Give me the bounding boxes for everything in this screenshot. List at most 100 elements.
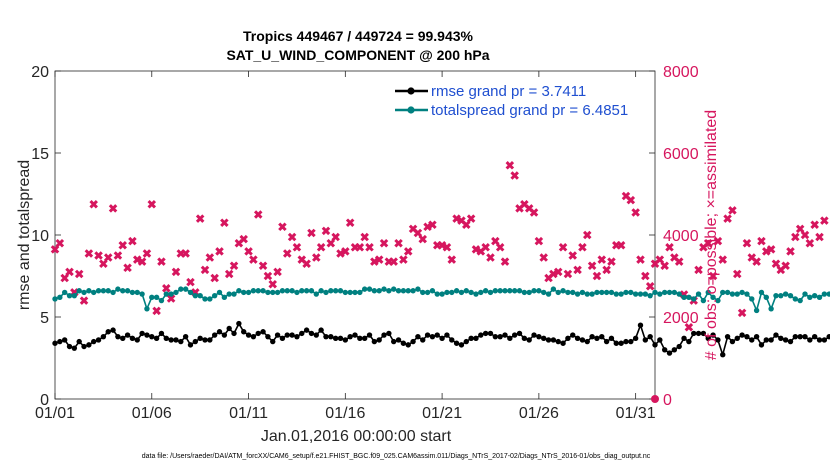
obs-assimilated-point (505, 161, 515, 170)
totalspread-point (637, 291, 644, 297)
rmse-point (236, 320, 242, 327)
totalspread-point (226, 291, 232, 297)
obs-assimilated-point (786, 247, 795, 256)
totalspread-point (376, 288, 382, 294)
rmse-point (129, 335, 136, 342)
obs-assimilated-point (292, 243, 302, 252)
obs-assimilated-point (757, 236, 766, 246)
rmse-point (376, 337, 382, 343)
totalspread-point (458, 289, 465, 296)
obs-assimilated-point (379, 238, 389, 248)
obs-assimilated-point (491, 236, 500, 246)
right-y-tick-label: 6000 (663, 146, 699, 163)
rmse-point (487, 330, 494, 337)
totalspread-point (603, 289, 610, 296)
obs-assimilated-point (50, 245, 60, 254)
obs-assimilated-point (147, 199, 157, 209)
totalspread-point (811, 292, 818, 299)
rmse-point (652, 342, 658, 348)
rmse-point (410, 338, 416, 345)
totalspread-point (245, 289, 252, 296)
totalspread-point (284, 288, 290, 294)
totalspread-point (821, 291, 828, 297)
obs-assimilated-point (597, 255, 607, 264)
rmse-point (773, 332, 779, 338)
totalspread-point (453, 288, 460, 294)
totalspread-point (555, 289, 561, 296)
totalspread-point (797, 297, 803, 304)
obs-assimilated-point (534, 236, 544, 246)
totalspread-point (270, 289, 276, 296)
totalspread-point (671, 289, 678, 296)
rmse-point (744, 333, 750, 340)
rmse-point (565, 335, 571, 342)
totalspread-point (279, 288, 286, 294)
rmse-point (555, 338, 561, 345)
obs-assimilated-point (302, 259, 311, 268)
obs-assimilated-point (795, 224, 805, 234)
rmse-series (52, 320, 830, 358)
rmse-point (661, 347, 668, 353)
rmse-point (279, 335, 286, 342)
rmse-point (57, 338, 63, 345)
totalspread-point (71, 292, 78, 299)
rmse-point (782, 337, 789, 343)
obs-assimilated-point (249, 255, 258, 264)
obs-assimilated-point (568, 251, 578, 260)
totalspread-point (202, 296, 208, 302)
totalspread-point (313, 291, 319, 297)
totalspread-point (691, 296, 697, 302)
footnote: data file: /Users/raeder/DAI/ATM_forcXX/… (142, 453, 651, 460)
rmse-point (579, 337, 586, 343)
rmse-point (710, 332, 716, 338)
rmse-point (758, 342, 765, 348)
totalspread-point (86, 288, 92, 294)
totalspread-point (652, 289, 658, 296)
obs-assimilated-point (529, 208, 539, 217)
obs-assimilated-point (510, 171, 519, 180)
totalspread-point (715, 297, 721, 304)
rmse-point (521, 335, 528, 342)
rmse-point (729, 338, 736, 345)
obs-assimilated-point (128, 236, 137, 246)
totalspread-point (391, 286, 397, 292)
left-y-tick-label: 15 (31, 146, 49, 163)
totalspread-point (100, 288, 107, 294)
rmse-point (202, 337, 208, 343)
obs-assimilated-point (452, 214, 461, 223)
left-y-axis-label: rmse and totalspread (16, 160, 33, 310)
totalspread-point (642, 291, 649, 297)
totalspread-point (787, 292, 794, 299)
totalspread-point (361, 286, 368, 292)
totalspread-point (289, 288, 295, 294)
obs-assimilated-point (152, 306, 161, 316)
rmse-point (821, 337, 828, 343)
rmse-point (61, 337, 68, 343)
rmse-point (216, 329, 223, 335)
totalspread-point (66, 292, 73, 299)
totalspread-point (700, 297, 707, 304)
obs-assimilated-point (65, 267, 74, 277)
rmse-point (231, 330, 237, 337)
totalspread-point (434, 291, 440, 297)
rmse-point (274, 332, 281, 338)
totalspread-point (91, 289, 97, 296)
rmse-point (241, 329, 247, 335)
totalspread-point (531, 288, 537, 294)
totalspread-point (584, 291, 590, 297)
totalspread-point (579, 289, 586, 296)
obs-assimilated-point (737, 308, 747, 318)
rmse-point (676, 343, 682, 350)
rmse-point (105, 329, 111, 335)
rmse-point (366, 332, 373, 338)
totalspread-point (724, 289, 731, 296)
totalspread-point (497, 288, 503, 294)
totalspread-point (231, 291, 237, 297)
totalspread-point (729, 291, 736, 297)
totalspread-point (710, 294, 716, 301)
rmse-point (574, 335, 581, 342)
totalspread-point (347, 289, 353, 296)
totalspread-point (763, 294, 769, 301)
obs-assimilated-point (462, 220, 471, 230)
obs-assimilated-point (195, 214, 205, 223)
